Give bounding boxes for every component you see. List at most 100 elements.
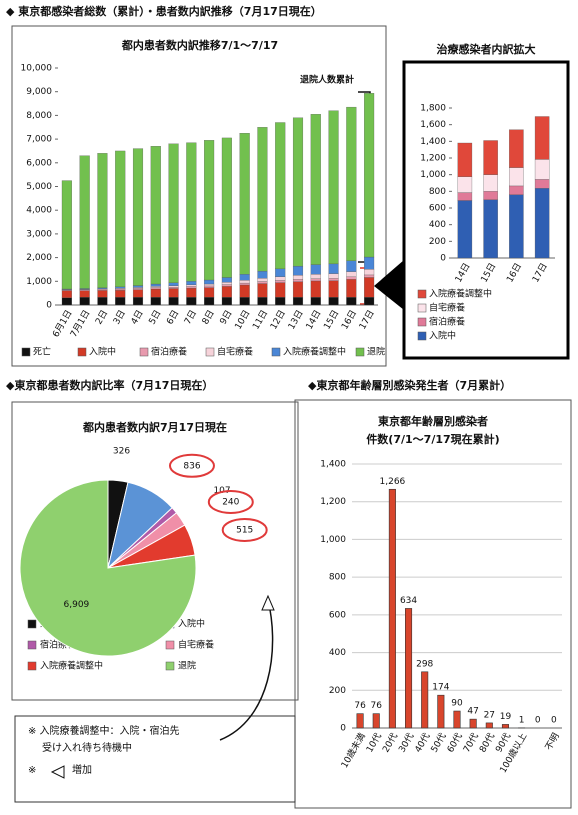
data-label: 0: [551, 716, 557, 726]
bar-segment: [132, 289, 144, 298]
bar-segment: [364, 277, 375, 298]
x-tick-label: 30代: [397, 731, 417, 754]
bar-segment: [292, 281, 304, 298]
x-tick-label: 60代: [445, 731, 465, 754]
bar-segment: [509, 167, 524, 187]
bar-segment: [328, 110, 339, 265]
bar-segment: [186, 297, 197, 306]
highlight-circle: [221, 517, 268, 542]
x-tick-label: 13日: [286, 308, 306, 331]
legend-label: 宿泊療養: [151, 346, 187, 358]
bar-segment: [221, 284, 232, 287]
bar-segment: [150, 283, 161, 287]
bar-segment: [221, 282, 232, 285]
legend-label: 自宅療養: [178, 639, 214, 651]
legend-swatch: [139, 347, 149, 357]
pointer-arrow: [219, 599, 274, 741]
pointer-arrow: [261, 594, 275, 611]
bar-segment: [168, 297, 179, 306]
legend-label: 入院療養調整中: [283, 346, 346, 358]
bar-segment: [97, 289, 108, 291]
bar-segment: [509, 185, 524, 195]
bar-segment: [346, 271, 357, 277]
legend-swatch: [205, 347, 215, 357]
bar-segment: [483, 199, 498, 259]
note-text: 増加: [72, 763, 92, 776]
y-tick-label: 600: [429, 204, 446, 214]
bar-segment: [346, 260, 357, 272]
legend-label: 退院: [367, 346, 385, 358]
legend-swatch: [77, 347, 87, 357]
bar: [501, 724, 509, 729]
legend-label: 死亡: [33, 346, 51, 358]
data-label: 76: [354, 701, 366, 711]
bar: [372, 713, 380, 729]
bar-segment: [346, 106, 357, 261]
y-tick-label: 400: [329, 648, 346, 658]
bar-segment: [132, 297, 144, 306]
annotation: 退院人数累計: [300, 74, 354, 86]
x-tick-label: 5日: [147, 308, 164, 326]
y-tick-label: 400: [429, 220, 446, 230]
bar-segment: [292, 297, 304, 306]
chart-frame: [11, 25, 387, 367]
x-tick-label: 17日: [530, 261, 550, 284]
x-tick-label: 80代: [477, 731, 497, 754]
y-tick-label: 1,200: [420, 154, 446, 164]
x-tick-label: 4日: [129, 308, 146, 326]
bar-segment: [168, 286, 179, 289]
bar-segment: [79, 155, 90, 289]
y-tick-label: 1,200: [320, 497, 346, 507]
note-text: ※: [28, 765, 36, 776]
bar-segment: [292, 274, 304, 280]
legend-label: 入院療養調整中: [40, 660, 103, 672]
bar-segment: [364, 274, 375, 278]
x-tick-label: 12日: [268, 308, 288, 331]
note-text: 受け入れ待ち待機中: [42, 741, 132, 754]
bar-segment: [204, 140, 215, 281]
y-tick-label: 1,400: [420, 137, 446, 147]
bar-segment: [534, 179, 550, 189]
data-label: 1: [519, 715, 525, 725]
bar-segment: [346, 297, 357, 306]
legend-swatch: [27, 640, 37, 650]
x-tick-label: 7日: [182, 308, 199, 326]
legend-label: 自宅療養: [217, 346, 253, 358]
y-tick-label: 3,000: [26, 229, 52, 239]
x-tick-label: 40代: [413, 731, 433, 754]
data-label: 326: [113, 446, 130, 456]
y-tick-label: 8,000: [26, 111, 52, 121]
x-tick-label: 14日: [304, 308, 324, 331]
bar-segment: [310, 274, 321, 279]
data-label: 634: [400, 596, 417, 606]
bar-segment: [275, 268, 286, 277]
bar-segment: [61, 180, 72, 290]
section-heading: ◆東京都年齢層別感染発生者（7月累計）: [308, 378, 511, 392]
bar-segment: [132, 148, 144, 286]
x-tick-label: 3日: [111, 308, 128, 326]
y-tick-label: 1,000: [26, 277, 52, 287]
legend-swatch: [271, 347, 281, 357]
x-tick-label: 11日: [250, 308, 270, 331]
bar-segment: [115, 290, 126, 298]
chart-subtitle: 件数(7/1～7/17現在累計): [366, 432, 499, 446]
bar-segment: [310, 297, 321, 306]
bar-segment: [239, 282, 250, 286]
zoom-frame: [402, 60, 570, 360]
y-tick-label: 1,000: [320, 535, 346, 545]
bar-segment: [328, 263, 339, 274]
legend-label: 退院: [178, 660, 196, 672]
bar-segment: [275, 276, 286, 281]
x-tick-label: 9日: [218, 308, 235, 326]
y-tick-label: 2,000: [26, 253, 52, 263]
bar-segment: [310, 280, 321, 298]
data-label: 836: [183, 461, 200, 471]
bar-segment: [79, 297, 90, 306]
bar-segment: [310, 278, 321, 282]
legend-label: 入院中: [178, 618, 205, 630]
bar-segment: [204, 283, 215, 287]
pie-slice: [19, 479, 197, 657]
x-tick-label: 50代: [429, 731, 449, 754]
x-tick-label: 10日: [233, 308, 253, 331]
